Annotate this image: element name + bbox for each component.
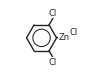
- Text: Cl: Cl: [49, 58, 57, 67]
- Text: Zn: Zn: [59, 33, 70, 42]
- Text: Cl: Cl: [49, 9, 57, 18]
- Text: Cl: Cl: [70, 28, 78, 37]
